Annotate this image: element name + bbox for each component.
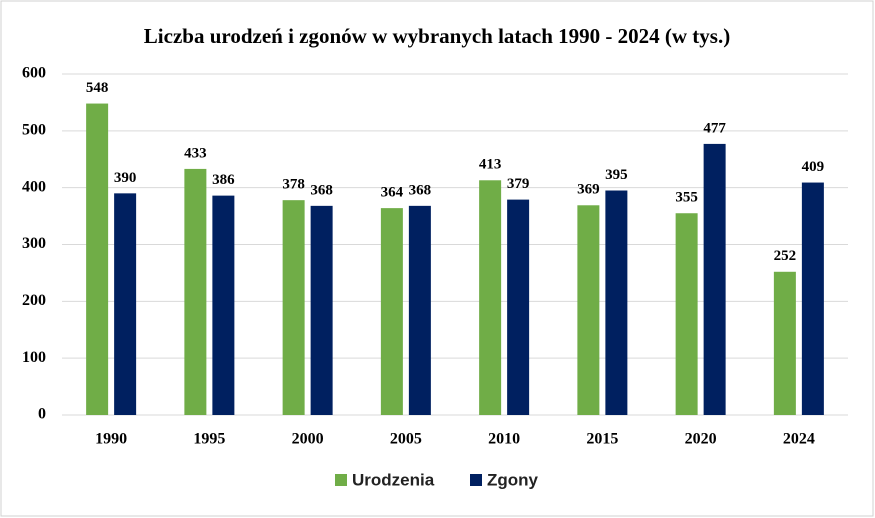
x-tick-label: 2024 xyxy=(783,431,815,448)
legend-swatch xyxy=(335,474,347,486)
bar xyxy=(408,205,431,415)
x-tick-label: 1995 xyxy=(193,431,225,448)
data-label: 413 xyxy=(479,157,502,173)
y-tick-label: 400 xyxy=(22,178,46,195)
bar xyxy=(310,205,333,415)
bar xyxy=(282,200,305,415)
y-tick-label: 600 xyxy=(22,65,46,82)
y-tick-label: 300 xyxy=(22,235,46,252)
bar xyxy=(212,195,235,415)
x-tick-label: 2020 xyxy=(685,431,717,448)
legend-swatch xyxy=(470,474,482,486)
y-tick-label: 200 xyxy=(22,292,46,309)
data-label: 390 xyxy=(114,170,137,186)
x-tick-label: 1990 xyxy=(95,431,127,448)
bar xyxy=(184,168,207,415)
y-tick-label: 0 xyxy=(38,406,46,423)
chart-title: Liczba urodzeń i zgonów w wybranych lata… xyxy=(144,24,730,48)
data-label: 433 xyxy=(184,145,207,161)
data-label: 379 xyxy=(507,176,530,192)
bar xyxy=(703,143,726,415)
bar xyxy=(507,199,530,415)
data-label: 355 xyxy=(675,190,698,206)
x-tick-label: 2000 xyxy=(292,431,324,448)
y-tick-label: 500 xyxy=(22,122,46,139)
data-label: 368 xyxy=(409,182,432,198)
x-tick-label: 2015 xyxy=(586,431,618,448)
data-label: 395 xyxy=(605,167,628,183)
bar xyxy=(380,208,403,415)
data-label: 548 xyxy=(86,80,109,96)
data-label: 369 xyxy=(577,182,600,198)
data-label: 409 xyxy=(802,159,825,175)
data-label: 378 xyxy=(282,177,305,193)
bar xyxy=(577,205,600,415)
data-label: 252 xyxy=(774,248,797,264)
bar xyxy=(114,193,137,415)
legend-label: Zgony xyxy=(487,470,539,489)
bar xyxy=(86,103,109,415)
bar xyxy=(801,182,824,415)
data-label: 386 xyxy=(212,172,235,188)
bar xyxy=(675,213,698,415)
bar xyxy=(479,180,502,415)
bar xyxy=(605,190,628,415)
bar xyxy=(773,271,796,415)
y-tick-label: 100 xyxy=(22,349,46,366)
legend-label: Urodzenia xyxy=(352,470,435,489)
data-label: 368 xyxy=(310,182,333,198)
x-tick-label: 2005 xyxy=(390,431,422,448)
x-tick-label: 2010 xyxy=(488,431,520,448)
data-label: 477 xyxy=(703,120,726,136)
data-label: 364 xyxy=(381,185,404,201)
